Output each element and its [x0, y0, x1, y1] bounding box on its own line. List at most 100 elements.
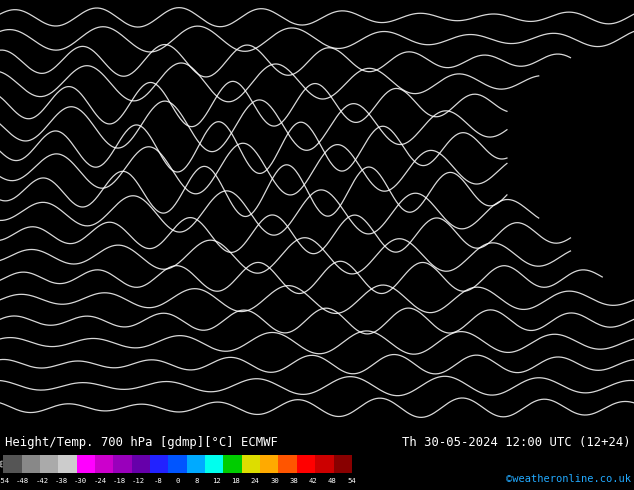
Text: 4: 4	[301, 203, 305, 209]
Text: 3: 3	[145, 24, 149, 30]
Text: 4: 4	[277, 188, 281, 194]
Text: 0: 0	[630, 329, 633, 335]
Text: 0: 0	[589, 389, 593, 395]
Text: 4: 4	[358, 225, 363, 231]
Text: 4: 4	[404, 113, 408, 119]
Text: 4: 4	[185, 195, 190, 201]
Text: 2: 2	[554, 218, 559, 223]
Text: 3: 3	[410, 83, 415, 89]
Text: 4: 4	[104, 270, 108, 276]
Text: 3: 3	[214, 98, 218, 104]
Text: 3: 3	[353, 337, 357, 343]
Text: 4: 4	[133, 292, 138, 298]
Text: 4: 4	[29, 419, 34, 425]
Text: 3: 3	[502, 203, 507, 209]
Text: 3: 3	[502, 255, 507, 261]
Text: 4: 4	[174, 240, 178, 246]
Text: 3: 3	[127, 106, 132, 112]
Text: 3: 3	[566, 91, 570, 97]
Text: 4: 4	[353, 150, 357, 156]
Text: 3: 3	[191, 150, 195, 156]
Text: 4: 4	[70, 9, 74, 15]
Text: 4: 4	[226, 203, 230, 209]
Text: 4: 4	[6, 344, 10, 350]
Text: 4: 4	[64, 359, 68, 365]
Text: 1: 1	[583, 232, 588, 239]
Text: 2: 2	[491, 352, 495, 358]
Text: 3: 3	[116, 46, 120, 52]
Bar	[242, 455, 260, 473]
Text: 4: 4	[12, 307, 16, 313]
Text: 4: 4	[254, 173, 259, 179]
Text: 4: 4	[451, 76, 455, 82]
Text: 4: 4	[139, 292, 143, 298]
Text: 4: 4	[370, 262, 374, 269]
Text: 3: 3	[444, 299, 449, 306]
Text: 3: 3	[433, 53, 437, 59]
Text: 3: 3	[600, 76, 605, 82]
Text: 3: 3	[104, 16, 108, 22]
Text: 3: 3	[520, 128, 524, 134]
Text: 3: 3	[12, 285, 16, 291]
Text: 1: 1	[612, 255, 616, 261]
Text: 4: 4	[64, 16, 68, 22]
Text: 2: 2	[589, 136, 593, 142]
Text: 4: 4	[1, 396, 4, 402]
Text: 1: 1	[583, 262, 588, 269]
Text: 4: 4	[110, 262, 114, 269]
Text: 3: 3	[64, 39, 68, 45]
Text: 4: 4	[156, 322, 160, 328]
Text: 3: 3	[416, 46, 420, 52]
Text: 3: 3	[410, 158, 415, 164]
Text: 4: 4	[122, 180, 126, 186]
Text: 5: 5	[116, 322, 120, 328]
Text: 3: 3	[243, 31, 247, 37]
Text: 4: 4	[58, 419, 62, 425]
Text: 4: 4	[168, 292, 172, 298]
Text: 4: 4	[150, 53, 155, 59]
Text: 3: 3	[266, 39, 270, 45]
Text: 3: 3	[197, 91, 201, 97]
Text: 4: 4	[197, 299, 201, 306]
Text: 4: 4	[1, 53, 4, 59]
Text: 1: 1	[606, 247, 611, 253]
Text: 3: 3	[474, 247, 478, 253]
Text: 4: 4	[301, 315, 305, 320]
Text: 0: 0	[624, 307, 628, 313]
Text: 4: 4	[335, 285, 339, 291]
Text: 4: 4	[1, 188, 4, 194]
Text: 4: 4	[87, 128, 91, 134]
Text: 4: 4	[197, 426, 201, 432]
Text: 4: 4	[174, 247, 178, 253]
Text: 3: 3	[179, 46, 183, 52]
Text: 2: 2	[479, 352, 484, 358]
Text: 4: 4	[64, 91, 68, 97]
Text: 4: 4	[335, 113, 339, 119]
Text: 1: 1	[606, 262, 611, 269]
Text: 3: 3	[537, 173, 541, 179]
Text: 4: 4	[295, 396, 299, 402]
Text: 4: 4	[226, 382, 230, 388]
Text: 3: 3	[433, 9, 437, 15]
Text: 4: 4	[295, 426, 299, 432]
Text: 3: 3	[410, 53, 415, 59]
Text: 2: 2	[502, 329, 507, 335]
Text: 3: 3	[231, 39, 235, 45]
Text: 3: 3	[433, 240, 437, 246]
Text: 0: 0	[624, 277, 628, 283]
Text: 0: 0	[600, 352, 605, 358]
Text: 5: 5	[185, 307, 190, 313]
Text: 3: 3	[93, 39, 97, 45]
Text: 4: 4	[271, 262, 276, 269]
Text: 4: 4	[329, 188, 333, 194]
Text: 3: 3	[410, 419, 415, 425]
Text: 3: 3	[46, 69, 51, 74]
Text: 5: 5	[197, 329, 201, 335]
Text: 3: 3	[295, 83, 299, 89]
Text: 4: 4	[35, 210, 39, 216]
Text: 3: 3	[353, 16, 357, 22]
Text: 1: 1	[572, 315, 576, 320]
Text: 4: 4	[335, 307, 339, 313]
Text: 4: 4	[219, 329, 224, 335]
Text: 4: 4	[335, 173, 339, 179]
